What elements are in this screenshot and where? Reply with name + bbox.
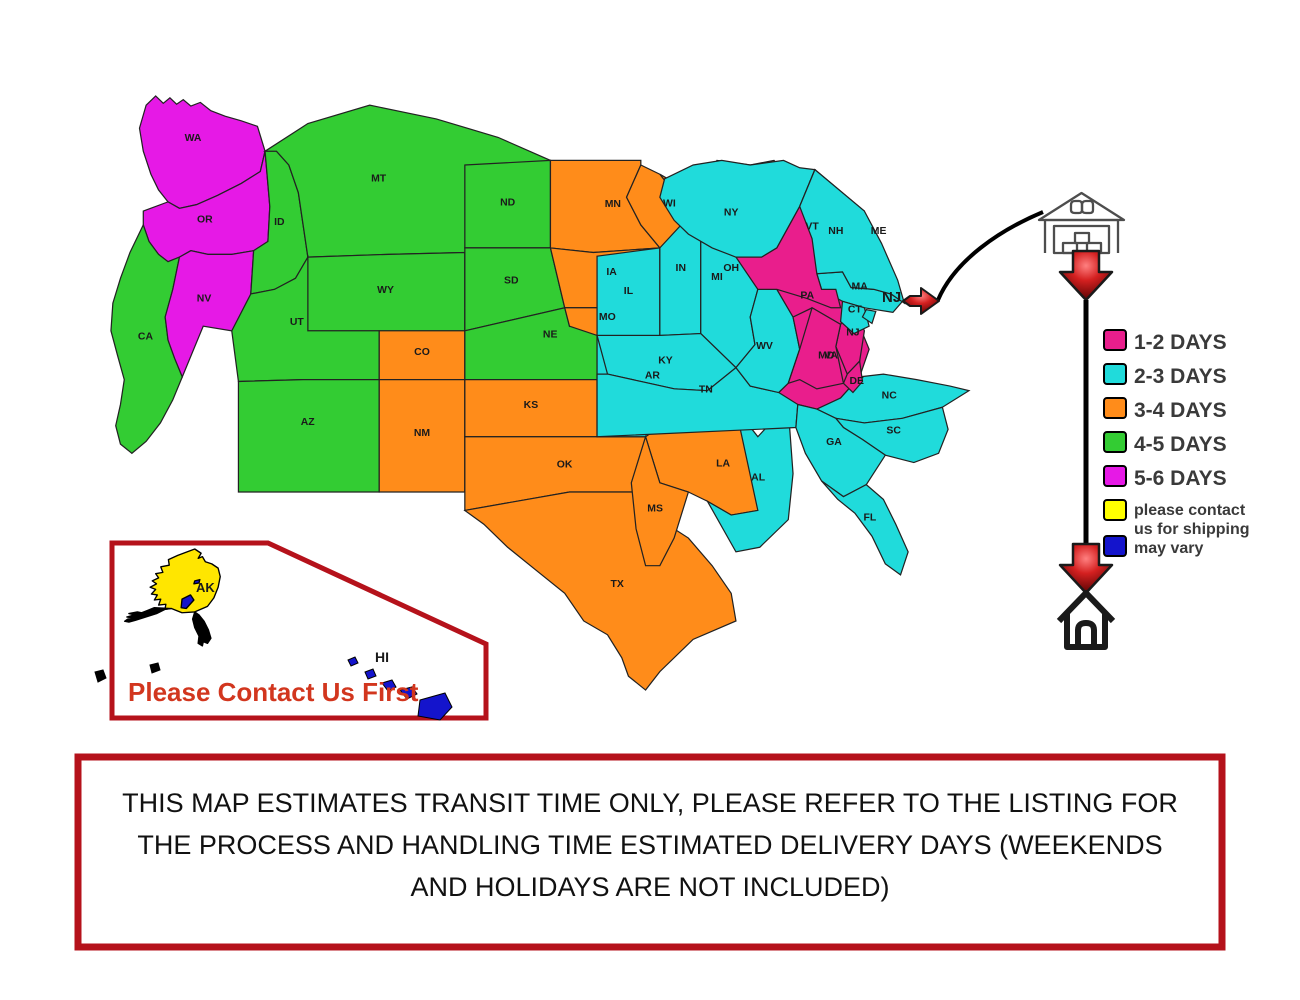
svg-text:THIS MAP ESTIMATES TRANSIT TIM: THIS MAP ESTIMATES TRANSIT TIME ONLY, PL… [122, 788, 1178, 818]
svg-text:AZ: AZ [301, 417, 315, 428]
svg-text:ID: ID [274, 217, 284, 228]
svg-text:SC: SC [886, 426, 901, 437]
svg-text:ME: ME [871, 226, 887, 237]
svg-text:MI: MI [711, 272, 723, 283]
svg-text:AL: AL [751, 472, 765, 483]
svg-text:OK: OK [557, 460, 573, 471]
svg-text:MS: MS [647, 504, 663, 515]
svg-text:Please Contact Us First: Please Contact Us First [128, 677, 419, 707]
svg-text:HI: HI [375, 649, 389, 665]
svg-text:may vary: may vary [1134, 540, 1203, 557]
svg-text:MA: MA [851, 281, 868, 292]
svg-text:CO: CO [414, 347, 430, 358]
svg-text:CA: CA [138, 332, 154, 343]
svg-text:us for shipping: us for shipping [1134, 521, 1250, 538]
svg-text:FL: FL [864, 513, 877, 524]
svg-text:IL: IL [624, 286, 633, 297]
svg-text:WI: WI [663, 199, 676, 210]
svg-text:WY: WY [377, 285, 394, 296]
svg-text:NV: NV [197, 294, 212, 305]
svg-text:GA: GA [826, 437, 842, 448]
svg-text:WA: WA [185, 133, 202, 144]
svg-text:WV: WV [756, 341, 773, 352]
svg-text:NJ: NJ [882, 289, 901, 306]
svg-text:2-3 DAYS: 2-3 DAYS [1134, 365, 1227, 388]
svg-text:NJ: NJ [846, 328, 860, 339]
svg-text:TN: TN [699, 384, 713, 395]
svg-text:UT: UT [290, 317, 305, 328]
svg-text:5-6 DAYS: 5-6 DAYS [1134, 467, 1227, 490]
svg-text:OH: OH [723, 263, 739, 274]
svg-text:NH: NH [828, 226, 843, 237]
svg-text:MD: MD [818, 351, 834, 362]
svg-text:3-4 DAYS: 3-4 DAYS [1134, 399, 1227, 422]
svg-text:NM: NM [414, 428, 430, 439]
svg-text:MT: MT [371, 174, 387, 185]
svg-text:PA: PA [800, 291, 814, 302]
svg-text:THE PROCESS AND HANDLING TIME: THE PROCESS AND HANDLING TIME ESTIMATED … [137, 830, 1162, 860]
svg-text:OR: OR [197, 215, 213, 226]
svg-text:TX: TX [610, 579, 623, 590]
svg-text:1-2 DAYS: 1-2 DAYS [1134, 331, 1227, 354]
svg-text:KS: KS [524, 400, 539, 411]
svg-text:4-5 DAYS: 4-5 DAYS [1134, 433, 1227, 456]
svg-text:SD: SD [504, 276, 519, 287]
svg-text:MN: MN [605, 199, 621, 210]
svg-text:AK: AK [196, 580, 215, 595]
svg-text:NC: NC [882, 390, 898, 401]
svg-text:NY: NY [724, 208, 739, 219]
svg-text:IN: IN [676, 263, 686, 274]
svg-text:CT: CT [848, 305, 863, 316]
svg-text:ND: ND [500, 197, 515, 208]
svg-text:please contact: please contact [1134, 502, 1246, 519]
svg-text:AND HOLIDAYS ARE NOT INCLUDED): AND HOLIDAYS ARE NOT INCLUDED) [410, 872, 889, 902]
svg-text:AR: AR [645, 371, 661, 382]
svg-text:IA: IA [606, 267, 617, 278]
svg-text:KY: KY [658, 356, 673, 367]
svg-text:NE: NE [543, 330, 558, 341]
svg-text:VT: VT [805, 222, 819, 233]
svg-text:MO: MO [599, 312, 616, 323]
svg-text:LA: LA [716, 459, 731, 470]
svg-text:DE: DE [850, 376, 865, 387]
